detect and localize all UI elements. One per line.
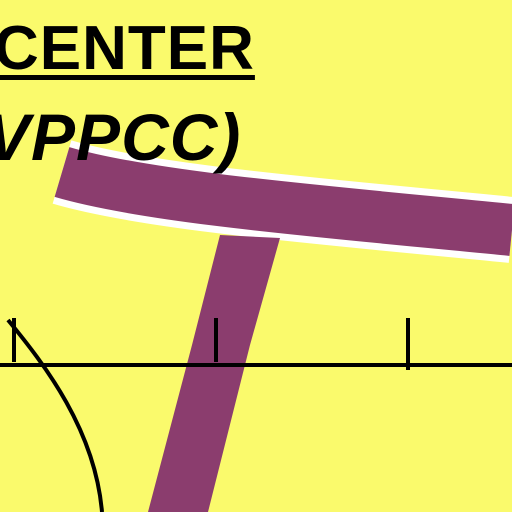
route-branch — [148, 235, 280, 512]
boundary-curve — [6, 318, 104, 512]
place-label-line2: VPPCC) — [0, 100, 242, 174]
route-curve — [54, 147, 512, 256]
place-label-line1: CENTER — [0, 14, 255, 83]
